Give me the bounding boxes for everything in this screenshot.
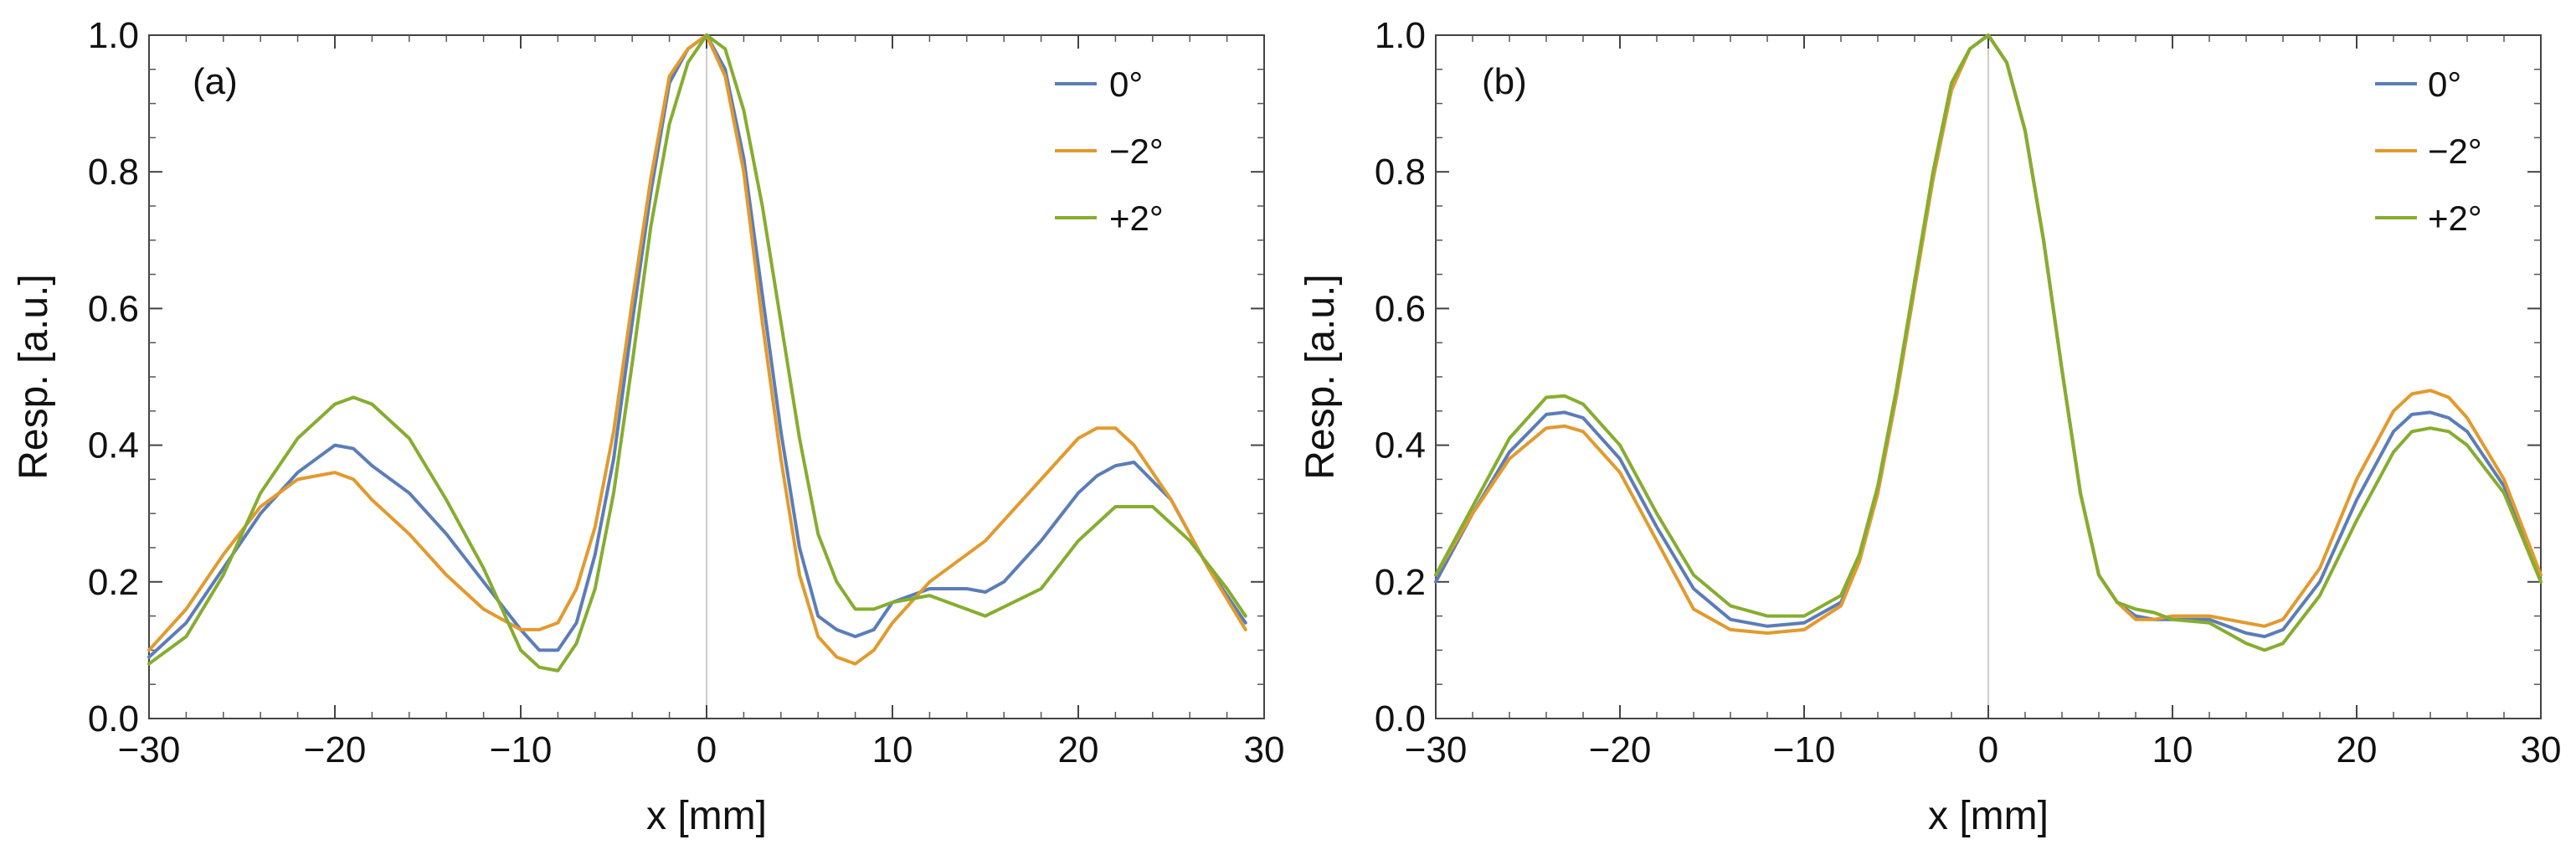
y-tick-label: 0.4: [88, 425, 139, 466]
y-tick-label: 0.4: [1375, 425, 1426, 466]
panel-tag: (b): [1482, 61, 1527, 102]
legend-label: 0°: [1109, 64, 1143, 104]
y-tick-label: 1.0: [1375, 15, 1426, 56]
x-tick-label: −10: [490, 729, 553, 770]
x-tick-label: −30: [118, 729, 181, 770]
legend-label: −2°: [1109, 131, 1164, 171]
x-axis-label: x [mm]: [646, 794, 767, 838]
series-line-1: [147, 33, 1247, 659]
x-tick-label: −20: [1589, 729, 1652, 770]
x-tick-label: 20: [1058, 729, 1099, 770]
y-axis-label: Resp. [a.u.]: [1298, 274, 1343, 479]
legend-label: −2°: [2428, 131, 2482, 171]
legend-label: +2°: [2428, 198, 2482, 238]
legend-label: +2°: [1109, 198, 1164, 238]
y-tick-label: 0.0: [88, 698, 139, 739]
series-line-3: [1434, 33, 2543, 652]
x-tick-label: 0: [1978, 729, 1998, 770]
x-axis-label: x [mm]: [1928, 794, 2049, 838]
y-axis-label: Resp. [a.u.]: [12, 274, 56, 479]
x-tick-label: −30: [1405, 729, 1468, 770]
y-tick-label: 0.6: [88, 288, 139, 329]
x-tick-label: 0: [697, 729, 717, 770]
y-tick-label: 0.8: [1375, 152, 1426, 193]
x-tick-label: 20: [2337, 729, 2378, 770]
x-tick-label: 30: [2521, 729, 2562, 770]
x-tick-label: 30: [1244, 729, 1285, 770]
panel-a-chart: −30 −20 −10 0 10 20 30 0.0 0.2 0.4 0.6 0.8 1.0 x [mm]…: [12, 15, 1284, 838]
panel-tag: (a): [193, 61, 238, 102]
y-tick-label: 0.0: [1375, 698, 1426, 739]
x-tick-label: 10: [2152, 729, 2193, 770]
x-tick-label: 10: [872, 729, 913, 770]
legend-label: 0°: [2428, 64, 2461, 104]
x-tick-label: −20: [304, 729, 367, 770]
panel-b-chart: −30 −20 −10 0 10 20 30 0.0 0.2 0.4 0.6 0.8 1.0 x [mm]…: [1298, 15, 2561, 838]
series-line-2: [147, 33, 1247, 666]
y-tick-label: 0.2: [88, 562, 139, 603]
series-line-3: [147, 33, 1247, 672]
y-tick-label: 0.6: [1375, 288, 1426, 329]
x-tick-label: −10: [1773, 729, 1836, 770]
y-tick-label: 0.8: [88, 152, 139, 193]
y-tick-label: 0.2: [1375, 562, 1426, 603]
y-tick-label: 1.0: [88, 15, 139, 56]
